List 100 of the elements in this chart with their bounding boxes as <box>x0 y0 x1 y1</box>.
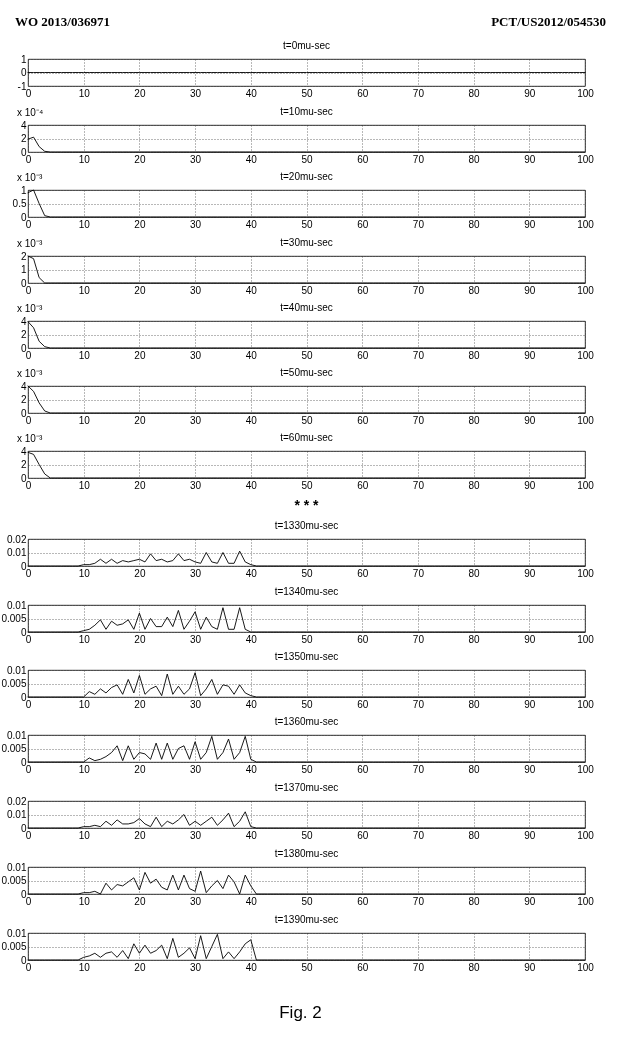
x-tick-label: 90 <box>524 567 536 579</box>
x-tick-label: 40 <box>245 829 258 841</box>
x-tick-label: 30 <box>190 633 202 645</box>
x-tick-label: 30 <box>190 479 202 491</box>
x-tick-label: 20 <box>134 218 146 230</box>
chart-title: t=1390mu-sec <box>274 914 339 925</box>
x-tick-label: 50 <box>301 218 313 230</box>
y-tick-label: 0.01 <box>7 729 27 741</box>
x-tick-label: 60 <box>357 153 369 165</box>
chart-title: t=1350mu-sec <box>274 651 339 662</box>
x-tick-label: 10 <box>78 218 91 230</box>
x-tick-label: 80 <box>468 829 481 841</box>
x-tick-label: 100 <box>577 961 595 973</box>
x-tick-label: 50 <box>301 829 313 841</box>
chart-title: t=1370mu-sec <box>274 782 339 793</box>
x-tick-label: 50 <box>301 698 313 710</box>
x-tick-label: 20 <box>134 961 146 973</box>
line-series <box>27 451 586 479</box>
x-tick-label: 80 <box>468 698 481 710</box>
x-tick-label: 60 <box>357 961 369 973</box>
x-tick-label: 30 <box>190 414 202 426</box>
y-tick-label: 0.5 <box>12 198 27 209</box>
chart-title: t=1360mu-sec <box>274 716 339 727</box>
x-tick-label: 80 <box>468 284 481 296</box>
line-series <box>27 735 586 763</box>
x-tick-label: 40 <box>245 895 258 907</box>
x-tick-label: 90 <box>524 961 536 973</box>
chart-title: t=10mu-sec <box>280 106 333 117</box>
x-tick-label: 100 <box>577 829 595 841</box>
y-tick-label: 0.005 <box>1 875 27 886</box>
line-series <box>27 385 586 414</box>
x-tick-label: 60 <box>357 895 369 907</box>
x-tick-label: 70 <box>412 349 425 361</box>
chart-title: t=1380mu-sec <box>274 848 339 859</box>
x-tick-label: 70 <box>412 153 425 165</box>
x-tick-label: 70 <box>412 414 425 426</box>
x-tick-label: 50 <box>301 87 313 99</box>
x-tick-label: 10 <box>78 961 91 973</box>
x-tick-label: 30 <box>190 87 202 99</box>
text: x 10⁻³ <box>17 433 43 444</box>
x-tick-label: 60 <box>357 349 369 361</box>
line-series <box>27 870 586 895</box>
x-tick-label: 20 <box>134 153 146 165</box>
x-tick-label: 10 <box>78 895 91 907</box>
x-tick-label: 70 <box>412 961 425 973</box>
x-tick-label: 80 <box>468 895 481 907</box>
x-tick-label: 30 <box>190 153 202 165</box>
x-tick-label: 100 <box>577 633 595 645</box>
x-tick-label: 60 <box>357 763 369 775</box>
y-tick-label: 2 <box>20 394 27 405</box>
text: x 10⁻³ <box>17 172 43 183</box>
x-tick-label: 80 <box>468 218 481 230</box>
x-tick-label: 30 <box>190 895 202 907</box>
y-tick-label: 0.01 <box>7 861 27 873</box>
x-tick-label: 60 <box>357 414 369 426</box>
x-tick-label: 60 <box>357 698 369 710</box>
x-tick-label: 20 <box>134 87 146 99</box>
y-tick-label: 0 <box>20 67 27 78</box>
line-series <box>27 607 586 633</box>
x-tick-label: 70 <box>412 479 425 491</box>
chart-title: t=1330mu-sec <box>274 520 339 531</box>
x-tick-label: 30 <box>190 698 202 710</box>
x-tick-label: 30 <box>190 961 202 973</box>
y-tick-label: 0.02 <box>7 795 27 807</box>
text: x 10⁻³ <box>17 368 43 379</box>
x-tick-label: 20 <box>134 414 146 426</box>
x-tick-label: 10 <box>78 284 91 296</box>
line-series <box>27 672 586 698</box>
x-tick-label: 30 <box>190 763 202 775</box>
x-tick-label: 40 <box>245 153 258 165</box>
x-tick-label: 40 <box>245 961 258 973</box>
y-tick-label: 0.01 <box>7 664 27 676</box>
x-tick-label: 20 <box>134 829 146 841</box>
x-tick-label: 20 <box>134 284 146 296</box>
x-tick-label: 10 <box>78 479 91 491</box>
x-tick-label: 80 <box>468 153 481 165</box>
x-tick-label: 70 <box>412 284 425 296</box>
x-tick-label: 100 <box>577 414 595 426</box>
x-tick-label: 90 <box>524 633 536 645</box>
x-tick-label: 30 <box>190 218 202 230</box>
x-tick-label: 50 <box>301 633 313 645</box>
x-tick-label: 40 <box>245 349 258 361</box>
x-tick-label: 20 <box>134 633 146 645</box>
y-tick-label: 4 <box>20 380 27 392</box>
x-tick-label: 80 <box>468 961 481 973</box>
x-tick-label: 70 <box>412 698 425 710</box>
x-tick-label: 10 <box>78 633 91 645</box>
x-tick-label: 80 <box>468 479 481 491</box>
x-tick-label: 10 <box>78 567 91 579</box>
x-tick-label: 40 <box>245 284 258 296</box>
x-tick-label: 10 <box>78 153 91 165</box>
text: x 10⁻³ <box>17 303 43 314</box>
y-tick-label: 0.005 <box>1 941 27 952</box>
x-tick-label: 80 <box>468 414 481 426</box>
line-series <box>27 321 586 349</box>
y-tick-label: 0.01 <box>7 599 27 611</box>
x-tick-label: 40 <box>245 763 258 775</box>
x-tick-label: 50 <box>301 153 313 165</box>
x-tick-label: 70 <box>412 829 425 841</box>
x-tick-label: 50 <box>301 349 313 361</box>
